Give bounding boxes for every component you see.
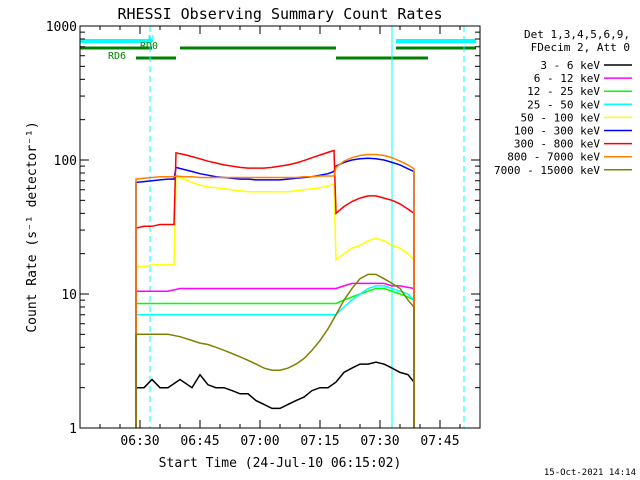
series-line-7 <box>135 149 415 428</box>
legend-entry-label: 25 - 50 keV <box>527 98 600 111</box>
series-line-2 <box>135 282 415 428</box>
legend-header-line: Det 1,3,4,5,6,9, <box>524 28 630 41</box>
legend: Det 1,3,4,5,6,9,FDecim 2, Att 0 3 - 6 keV… <box>494 28 632 177</box>
flag-label-rd6: RD6 <box>108 51 126 62</box>
legend-entry-label: 3 - 6 keV <box>540 59 600 72</box>
x-tick-label: 06:30 <box>120 434 159 449</box>
series-line-9 <box>135 273 415 428</box>
legend-entry-label: 300 - 800 keV <box>514 138 600 151</box>
series-line-3 <box>135 287 415 428</box>
series-line-1 <box>135 361 415 428</box>
legend-entry-label: 50 - 100 keV <box>521 111 601 124</box>
x-tick-label: 07:00 <box>240 434 279 449</box>
legend-entry-label: 12 - 25 keV <box>527 85 600 98</box>
legend-entry-label: 100 - 300 keV <box>514 125 600 138</box>
series-line-5 <box>135 175 415 428</box>
x-tick-label: 07:30 <box>360 434 399 449</box>
x-tick-label: 06:45 <box>180 434 219 449</box>
series-line-4 <box>135 285 415 428</box>
series-lines <box>135 149 415 428</box>
legend-entry-label: 7000 - 15000 keV <box>494 164 600 177</box>
generation-timestamp: 15-Oct-2021 14:14 <box>544 468 636 478</box>
chart-title: RHESSI Observing Summary Count Rates <box>117 5 442 23</box>
x-axis-label: Start Time (24-Jul-10 06:15:02) <box>159 456 402 471</box>
legend-entry-label: 6 - 12 keV <box>534 72 601 85</box>
flag-label-rd0: RD0 <box>140 41 158 52</box>
x-tick-label: 07:15 <box>300 434 339 449</box>
y-axis-label: Count Rate (s⁻¹ detector⁻¹) <box>25 121 40 332</box>
y-tick-label: 100 <box>54 154 77 169</box>
legend-entry-label: 800 - 7000 keV <box>507 151 600 164</box>
series-line-8 <box>135 153 415 428</box>
legend-header-line: FDecim 2, Att 0 <box>531 41 630 54</box>
y-tick-label: 1000 <box>46 20 77 35</box>
axis-ticks: 06:30 06:45 07:00 07:15 07:30 07:45 1 10 100 1000 <box>46 20 480 449</box>
y-tick-label: 10 <box>61 288 77 303</box>
flag-label-n: N <box>148 34 154 45</box>
x-tick-label: 07:45 <box>420 434 459 449</box>
y-tick-label: 1 <box>69 422 77 437</box>
